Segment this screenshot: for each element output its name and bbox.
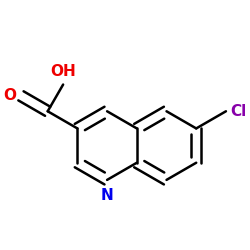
Text: O: O [3,88,16,103]
Text: OH: OH [50,64,76,78]
Text: N: N [101,188,114,203]
Text: Cl: Cl [231,104,247,119]
